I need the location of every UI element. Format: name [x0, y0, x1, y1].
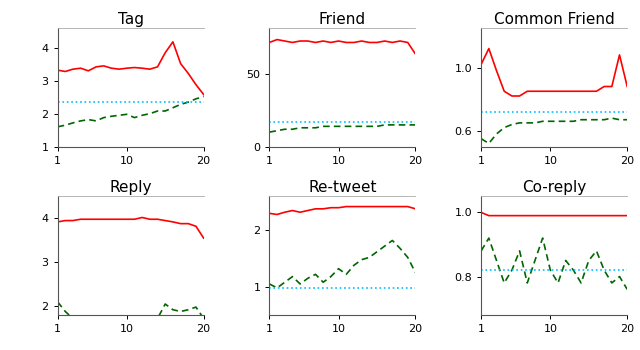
Title: Re-tweet: Re-tweet [308, 180, 377, 195]
Title: Reply: Reply [109, 180, 152, 195]
Title: Friend: Friend [319, 12, 366, 27]
Title: Co-reply: Co-reply [522, 180, 586, 195]
Title: Tag: Tag [118, 12, 143, 27]
Title: Common Friend: Common Friend [494, 12, 614, 27]
